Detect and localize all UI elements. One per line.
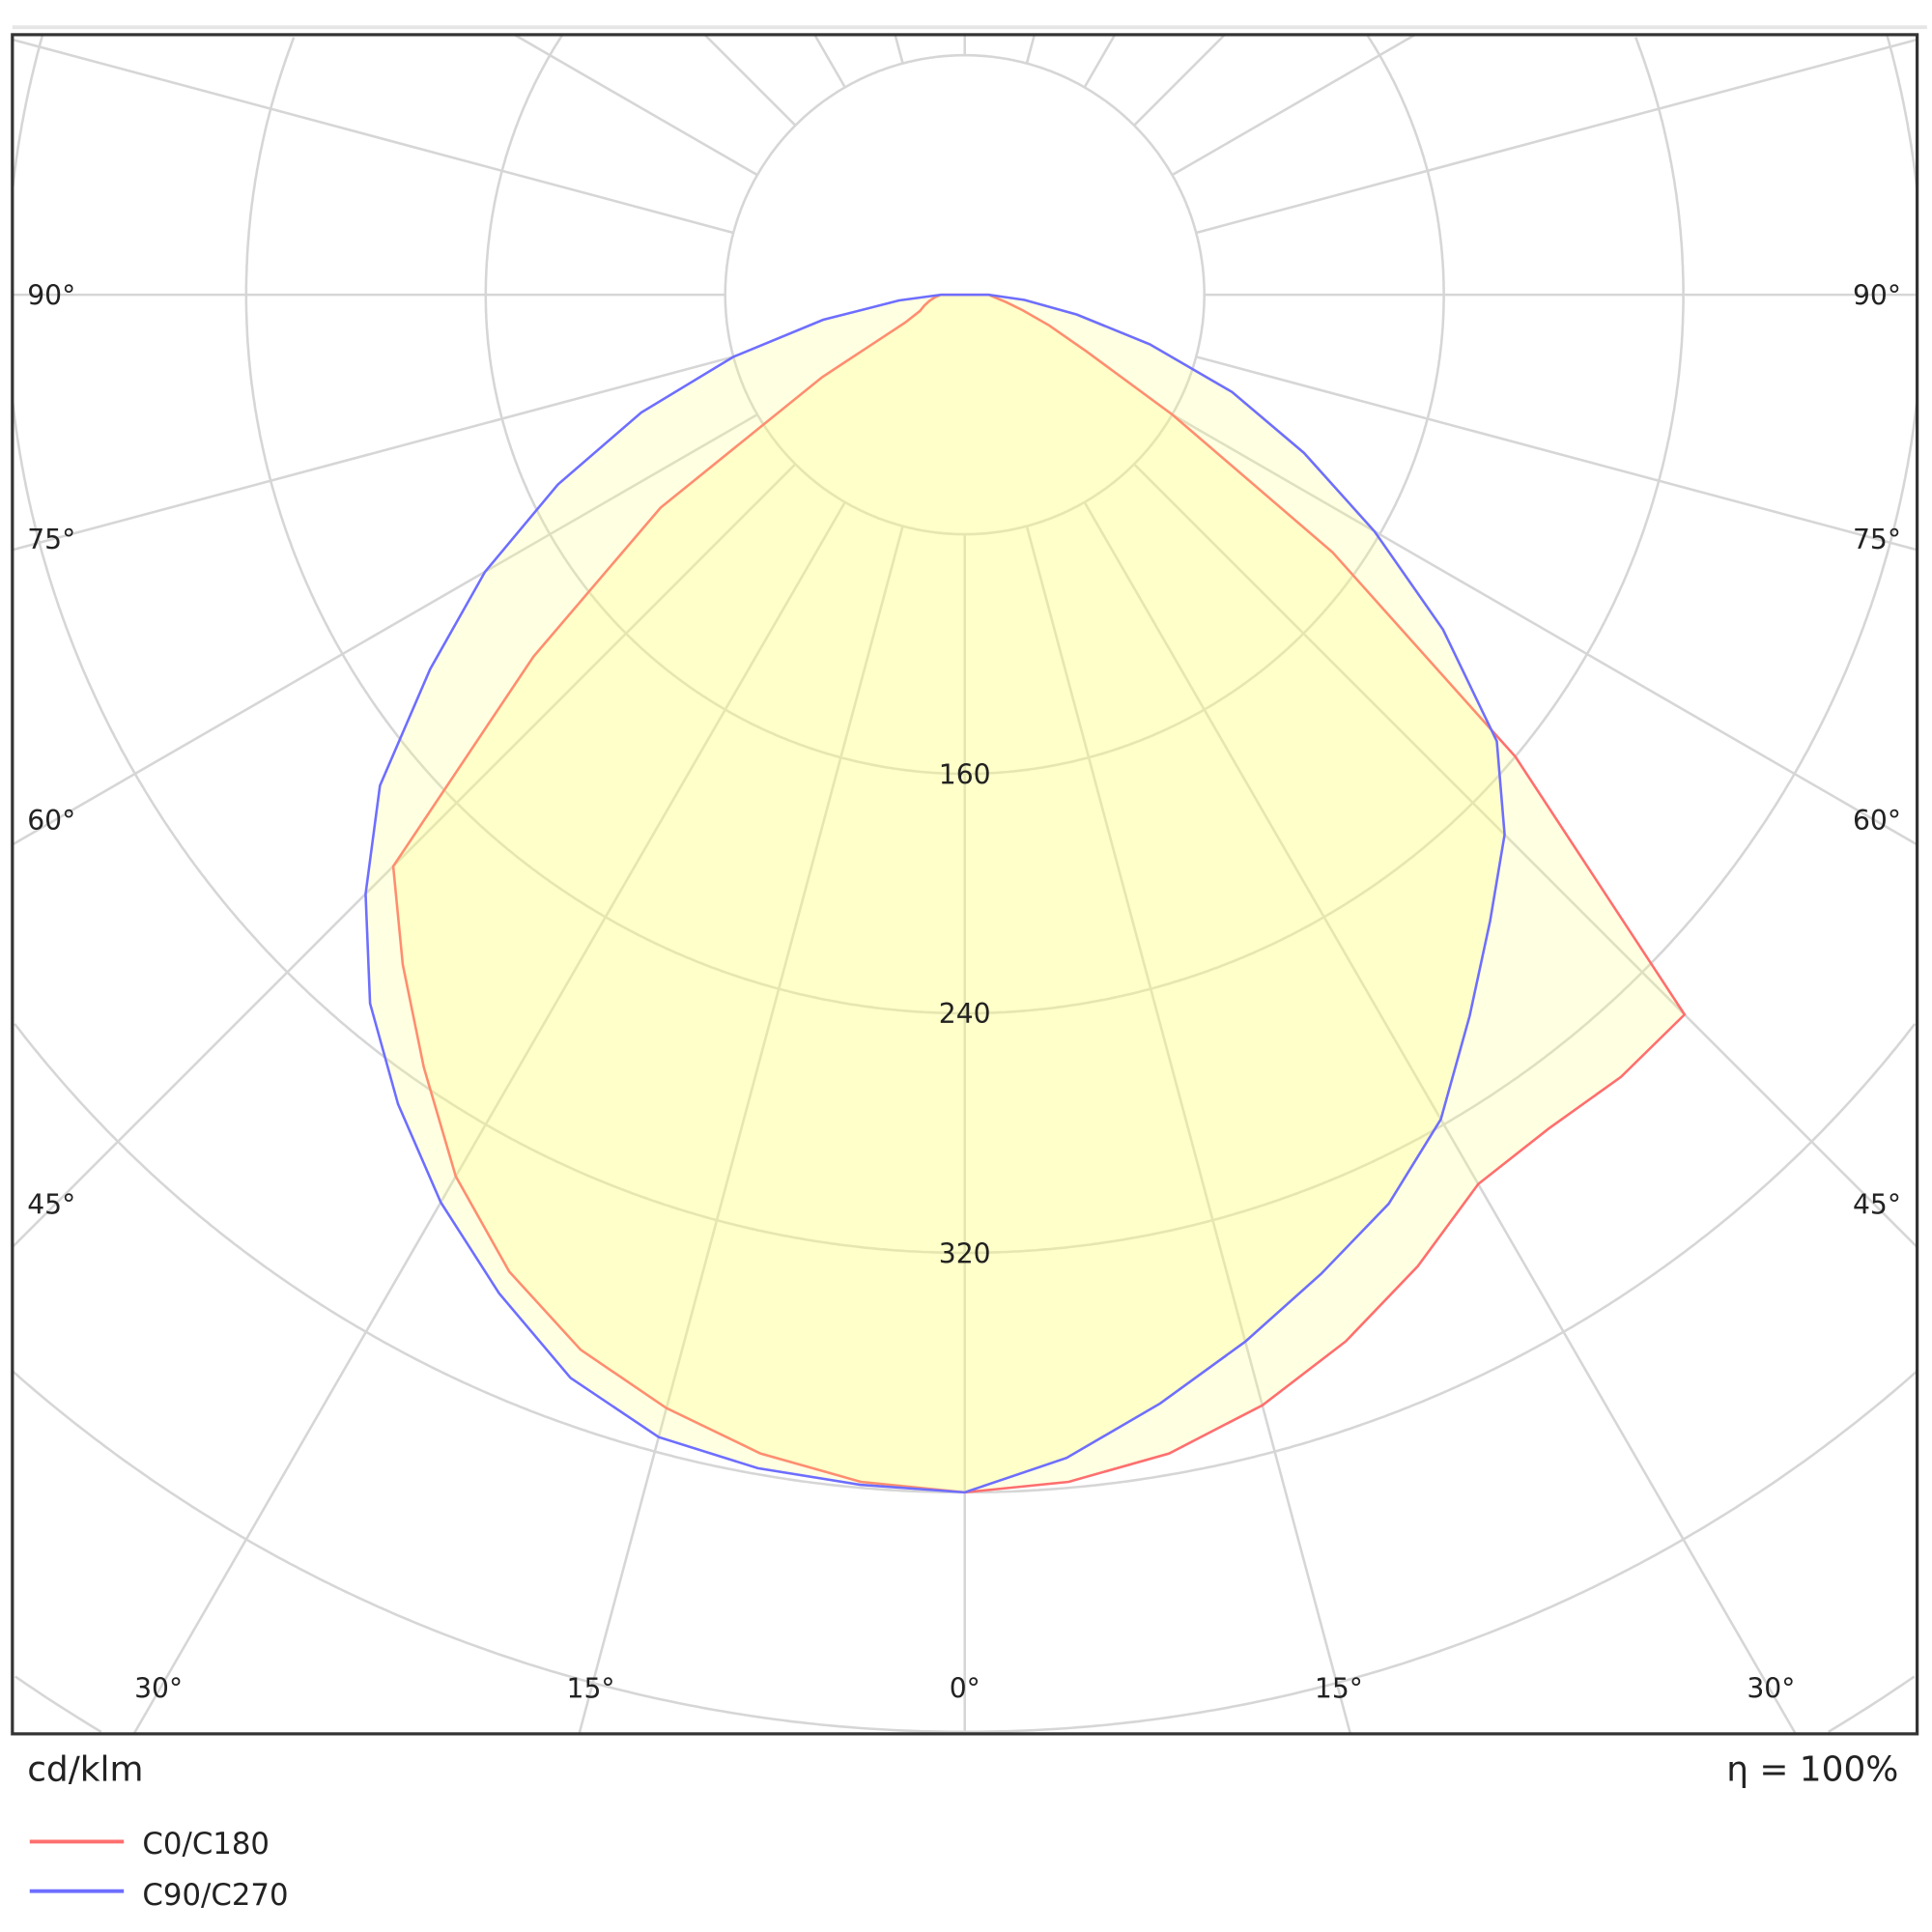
angle-label-right: 60°: [1853, 805, 1901, 837]
radial-tick-label: 160: [939, 759, 991, 791]
angle-label-left: 75°: [27, 524, 75, 555]
grid-circle: [12, 34, 1918, 1255]
grid-circle: [14, 1675, 1916, 1733]
curves: [364, 293, 1687, 1494]
angle-label-bottom: 30°: [1747, 1673, 1795, 1705]
grid-circle: [484, 35, 1445, 776]
grid-spoke: [12, 38, 734, 235]
angle-label-right: 75°: [1853, 524, 1901, 555]
grid-spoke: [513, 33, 758, 177]
grid-spoke: [1083, 34, 1117, 89]
series-line-c0-c180: [391, 293, 1687, 1494]
grid-circle: [12, 1370, 1918, 1734]
series-line-c90-c270: [364, 293, 1506, 1494]
efficiency-label: η = 100%: [1726, 1750, 1898, 1790]
grid-spoke: [1195, 355, 1918, 552]
grid-circle: [244, 37, 1685, 1015]
grid-spoke: [1171, 33, 1416, 177]
angle-label-right: 90°: [1853, 279, 1901, 311]
grid-spoke: [1133, 33, 1226, 127]
series-fill: [365, 295, 1505, 1492]
angle-label-bottom: 15°: [1315, 1673, 1363, 1705]
grid-spoke: [1025, 526, 1352, 1735]
grid-spoke: [132, 501, 846, 1735]
grid-spoke: [813, 34, 846, 89]
legend-label: C0/C180: [142, 1827, 270, 1861]
legend: C0/C180 C90/C270: [29, 1827, 289, 1913]
grid-spoke: [12, 355, 734, 552]
angle-label-left: 45°: [27, 1188, 75, 1220]
grid-spoke: [703, 33, 797, 127]
series-fill: [393, 295, 1685, 1492]
grid: [11, 33, 1918, 1735]
radial-tick-label: 320: [939, 1238, 991, 1270]
grid-spoke: [12, 412, 758, 846]
angle-label-left: 90°: [27, 279, 75, 311]
grid-spoke: [1171, 412, 1918, 846]
grid-spoke: [894, 34, 904, 64]
grid-spoke: [1195, 38, 1918, 235]
grid-spoke: [1025, 34, 1037, 64]
legend-label: C90/C270: [142, 1878, 288, 1913]
plot-frame: [11, 33, 1919, 1736]
angle-label-bottom: 0°: [950, 1673, 980, 1705]
angle-label-left: 60°: [27, 805, 75, 837]
angle-label-bottom: 30°: [134, 1673, 183, 1705]
grid-spoke: [578, 526, 904, 1735]
radial-tick-label: 240: [939, 998, 991, 1030]
grid-spoke: [1133, 463, 1918, 1248]
angle-label-right: 45°: [1853, 1188, 1901, 1220]
unit-label: cd/klm: [27, 1750, 143, 1790]
grid-circle: [14, 1023, 1917, 1494]
grid-spoke: [11, 463, 797, 1248]
angle-label-bottom: 15°: [567, 1673, 615, 1705]
